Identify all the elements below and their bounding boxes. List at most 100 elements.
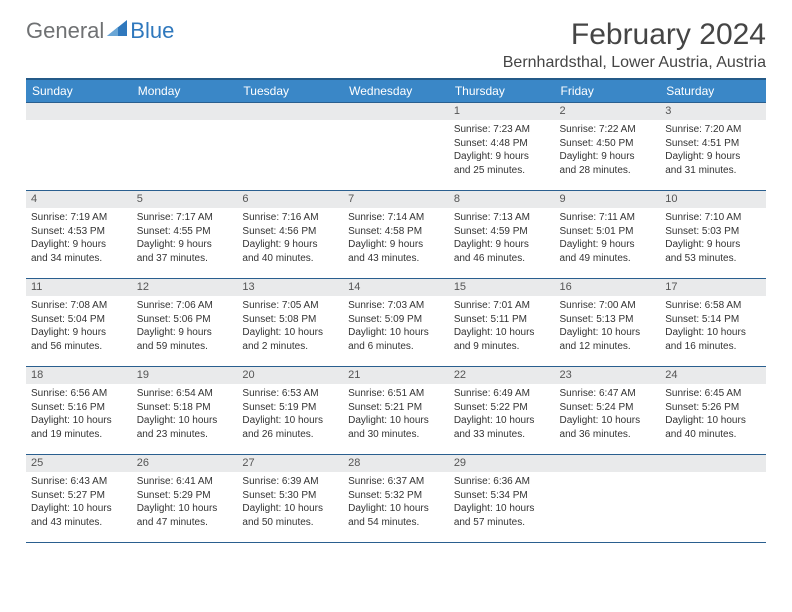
calendar-cell <box>555 455 661 543</box>
day-number: 29 <box>449 455 555 472</box>
col-saturday: Saturday <box>660 79 766 103</box>
day-line: Sunset: 5:29 PM <box>137 489 233 503</box>
day-line: Sunrise: 6:53 AM <box>242 387 338 401</box>
day-number <box>132 103 238 120</box>
day-line: and 46 minutes. <box>454 252 550 266</box>
title-block: February 2024 Bernhardsthal, Lower Austr… <box>503 18 766 72</box>
day-line: and 12 minutes. <box>560 340 656 354</box>
day-line: and 6 minutes. <box>348 340 444 354</box>
day-line: Sunrise: 6:51 AM <box>348 387 444 401</box>
calendar-cell: 1Sunrise: 7:23 AMSunset: 4:48 PMDaylight… <box>449 103 555 191</box>
day-number: 26 <box>132 455 238 472</box>
day-body: Sunrise: 6:47 AMSunset: 5:24 PMDaylight:… <box>555 384 661 443</box>
day-line: Sunset: 5:08 PM <box>242 313 338 327</box>
day-number <box>555 455 661 472</box>
day-line: Daylight: 10 hours <box>665 326 761 340</box>
col-thursday: Thursday <box>449 79 555 103</box>
day-number: 8 <box>449 191 555 208</box>
day-line: Sunrise: 7:08 AM <box>31 299 127 313</box>
day-line: Daylight: 10 hours <box>348 326 444 340</box>
day-line: Daylight: 10 hours <box>454 326 550 340</box>
day-body <box>660 472 766 522</box>
day-body: Sunrise: 7:19 AMSunset: 4:53 PMDaylight:… <box>26 208 132 267</box>
day-body: Sunrise: 7:03 AMSunset: 5:09 PMDaylight:… <box>343 296 449 355</box>
day-body: Sunrise: 6:39 AMSunset: 5:30 PMDaylight:… <box>237 472 343 531</box>
calendar-cell <box>132 103 238 191</box>
day-line: Daylight: 9 hours <box>137 326 233 340</box>
day-line: Sunset: 4:59 PM <box>454 225 550 239</box>
calendar-body: 1Sunrise: 7:23 AMSunset: 4:48 PMDaylight… <box>26 103 766 543</box>
day-line: Sunset: 4:53 PM <box>31 225 127 239</box>
day-body: Sunrise: 7:06 AMSunset: 5:06 PMDaylight:… <box>132 296 238 355</box>
logo-text-blue: Blue <box>130 18 174 44</box>
day-line: and 50 minutes. <box>242 516 338 530</box>
day-line: Daylight: 10 hours <box>665 414 761 428</box>
calendar-cell: 3Sunrise: 7:20 AMSunset: 4:51 PMDaylight… <box>660 103 766 191</box>
day-line: and 30 minutes. <box>348 428 444 442</box>
day-body: Sunrise: 7:16 AMSunset: 4:56 PMDaylight:… <box>237 208 343 267</box>
day-number: 23 <box>555 367 661 384</box>
day-line: Sunset: 4:48 PM <box>454 137 550 151</box>
day-line: Daylight: 10 hours <box>31 414 127 428</box>
day-line: and 25 minutes. <box>454 164 550 178</box>
calendar-cell: 9Sunrise: 7:11 AMSunset: 5:01 PMDaylight… <box>555 191 661 279</box>
day-line: Sunrise: 7:01 AM <box>454 299 550 313</box>
day-number <box>237 103 343 120</box>
day-number: 5 <box>132 191 238 208</box>
day-line: and 47 minutes. <box>137 516 233 530</box>
day-line: and 49 minutes. <box>560 252 656 266</box>
day-body: Sunrise: 6:43 AMSunset: 5:27 PMDaylight:… <box>26 472 132 531</box>
day-body <box>555 472 661 522</box>
calendar-cell: 5Sunrise: 7:17 AMSunset: 4:55 PMDaylight… <box>132 191 238 279</box>
day-line: Daylight: 9 hours <box>242 238 338 252</box>
day-line: Sunrise: 7:13 AM <box>454 211 550 225</box>
calendar-week-row: 25Sunrise: 6:43 AMSunset: 5:27 PMDayligh… <box>26 455 766 543</box>
day-line: Daylight: 10 hours <box>242 502 338 516</box>
day-line: Sunset: 5:26 PM <box>665 401 761 415</box>
day-line: Daylight: 9 hours <box>454 150 550 164</box>
calendar-cell: 24Sunrise: 6:45 AMSunset: 5:26 PMDayligh… <box>660 367 766 455</box>
day-line: Sunrise: 6:56 AM <box>31 387 127 401</box>
day-line: Daylight: 10 hours <box>560 326 656 340</box>
calendar-cell: 22Sunrise: 6:49 AMSunset: 5:22 PMDayligh… <box>449 367 555 455</box>
day-line: Sunrise: 6:41 AM <box>137 475 233 489</box>
day-line: and 36 minutes. <box>560 428 656 442</box>
day-line: and 23 minutes. <box>137 428 233 442</box>
calendar-cell: 13Sunrise: 7:05 AMSunset: 5:08 PMDayligh… <box>237 279 343 367</box>
day-number: 3 <box>660 103 766 120</box>
day-number: 27 <box>237 455 343 472</box>
calendar-cell: 16Sunrise: 7:00 AMSunset: 5:13 PMDayligh… <box>555 279 661 367</box>
day-line: Sunrise: 7:22 AM <box>560 123 656 137</box>
day-number: 1 <box>449 103 555 120</box>
day-line: Sunset: 4:55 PM <box>137 225 233 239</box>
day-number: 16 <box>555 279 661 296</box>
day-body: Sunrise: 7:20 AMSunset: 4:51 PMDaylight:… <box>660 120 766 179</box>
calendar-cell: 8Sunrise: 7:13 AMSunset: 4:59 PMDaylight… <box>449 191 555 279</box>
day-line: Sunset: 5:19 PM <box>242 401 338 415</box>
day-line: Sunset: 5:01 PM <box>560 225 656 239</box>
day-line: Sunrise: 7:06 AM <box>137 299 233 313</box>
day-line: and 43 minutes. <box>31 516 127 530</box>
day-line: Sunset: 5:21 PM <box>348 401 444 415</box>
day-line: Sunrise: 6:36 AM <box>454 475 550 489</box>
day-line: Sunrise: 6:43 AM <box>31 475 127 489</box>
day-line: Sunset: 5:03 PM <box>665 225 761 239</box>
day-line: and 16 minutes. <box>665 340 761 354</box>
day-line: Sunset: 5:30 PM <box>242 489 338 503</box>
calendar-week-row: 11Sunrise: 7:08 AMSunset: 5:04 PMDayligh… <box>26 279 766 367</box>
day-line: Sunset: 5:14 PM <box>665 313 761 327</box>
calendar-cell: 6Sunrise: 7:16 AMSunset: 4:56 PMDaylight… <box>237 191 343 279</box>
day-line: and 28 minutes. <box>560 164 656 178</box>
day-line: Sunrise: 6:47 AM <box>560 387 656 401</box>
day-line: Daylight: 9 hours <box>560 238 656 252</box>
calendar-cell: 25Sunrise: 6:43 AMSunset: 5:27 PMDayligh… <box>26 455 132 543</box>
day-line: Sunrise: 7:11 AM <box>560 211 656 225</box>
calendar-cell: 2Sunrise: 7:22 AMSunset: 4:50 PMDaylight… <box>555 103 661 191</box>
logo: General Blue <box>26 18 174 44</box>
day-body: Sunrise: 7:00 AMSunset: 5:13 PMDaylight:… <box>555 296 661 355</box>
header: General Blue February 2024 Bernhardsthal… <box>26 18 766 72</box>
day-line: and 37 minutes. <box>137 252 233 266</box>
day-body: Sunrise: 7:10 AMSunset: 5:03 PMDaylight:… <box>660 208 766 267</box>
day-body: Sunrise: 6:58 AMSunset: 5:14 PMDaylight:… <box>660 296 766 355</box>
day-number: 21 <box>343 367 449 384</box>
